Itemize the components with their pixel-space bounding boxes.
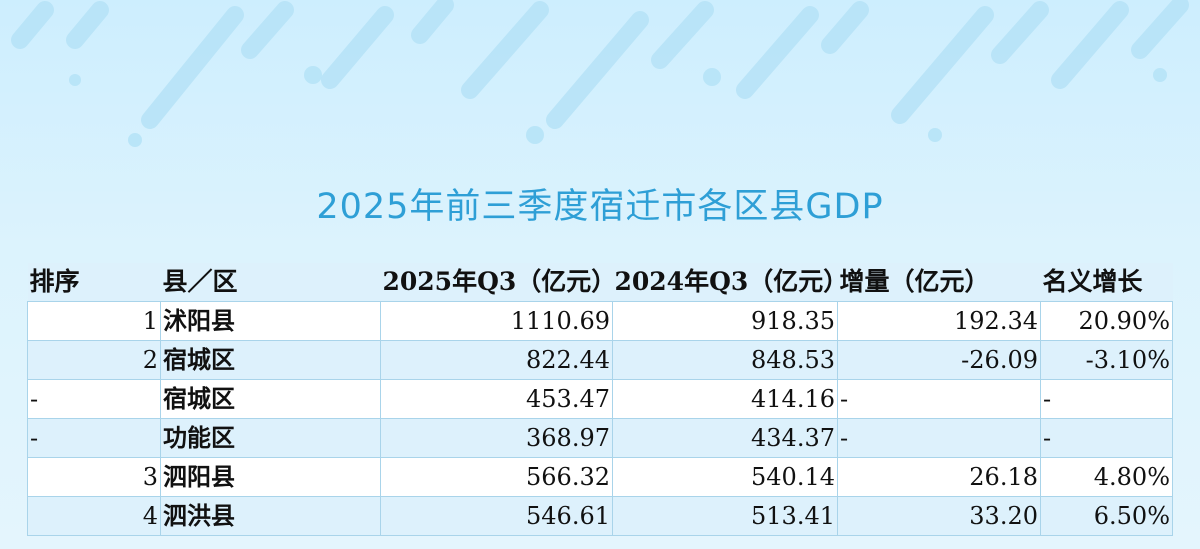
rank-cell: 4 bbox=[27, 496, 161, 536]
increase-cell: 26.18 bbox=[837, 457, 1041, 497]
gdp-2024-cell: 414.16 bbox=[612, 379, 838, 419]
table-row: - 宿城区 453.47 414.16 - - bbox=[27, 379, 1173, 419]
growth-cell: 4.80% bbox=[1040, 457, 1173, 497]
table-row: 1 沭阳县 1110.69 918.35 192.34 20.90% bbox=[27, 301, 1173, 341]
gdp-2024-cell: 540.14 bbox=[612, 457, 838, 497]
growth-cell: -3.10% bbox=[1040, 340, 1173, 380]
header-county: 县／区 bbox=[160, 263, 381, 302]
table-row: - 功能区 368.97 434.37 - - bbox=[27, 418, 1173, 458]
header-increase: 增量（亿元） bbox=[837, 263, 1041, 302]
increase-cell: -26.09 bbox=[837, 340, 1041, 380]
gdp-2024-cell: 918.35 bbox=[612, 301, 838, 341]
gdp-2025-cell: 566.32 bbox=[380, 457, 613, 497]
table-header-row: 排序 县／区 2025年Q3（亿元） 2024年Q3（亿元） 增量（亿元） 名义… bbox=[27, 263, 1173, 302]
gdp-2024-cell: 848.53 bbox=[612, 340, 838, 380]
county-cell: 功能区 bbox=[160, 418, 381, 458]
growth-cell: - bbox=[1040, 379, 1173, 419]
table-row: 2 宿城区 822.44 848.53 -26.09 -3.10% bbox=[27, 340, 1173, 380]
rank-cell: - bbox=[27, 418, 161, 458]
diagonal-stripes-decoration bbox=[11, 0, 1189, 147]
growth-cell: 6.50% bbox=[1040, 496, 1173, 536]
header-rank: 排序 bbox=[27, 263, 161, 302]
header-growth: 名义增长 bbox=[1040, 263, 1173, 302]
growth-cell: - bbox=[1040, 418, 1173, 458]
increase-cell: - bbox=[837, 418, 1041, 458]
gdp-2025-cell: 546.61 bbox=[380, 496, 613, 536]
gdp-2025-cell: 1110.69 bbox=[380, 301, 613, 341]
gdp-2024-cell: 513.41 bbox=[612, 496, 838, 536]
increase-cell: - bbox=[837, 379, 1041, 419]
rank-cell: 3 bbox=[27, 457, 161, 497]
county-cell: 泗阳县 bbox=[160, 457, 381, 497]
header-gdp-2025: 2025年Q3（亿元） bbox=[380, 263, 613, 302]
increase-cell: 192.34 bbox=[837, 301, 1041, 341]
increase-cell: 33.20 bbox=[837, 496, 1041, 536]
county-cell: 沭阳县 bbox=[160, 301, 381, 341]
gdp-2025-cell: 453.47 bbox=[380, 379, 613, 419]
county-cell: 泗洪县 bbox=[160, 496, 381, 536]
page-title: 2025年前三季度宿迁市各区县GDP bbox=[316, 187, 884, 227]
gdp-table-container: 排序 县／区 2025年Q3（亿元） 2024年Q3（亿元） 增量（亿元） 名义… bbox=[27, 263, 1200, 549]
gdp-2025-cell: 368.97 bbox=[380, 418, 613, 458]
rank-cell: 2 bbox=[27, 340, 161, 380]
table-row: 3 泗阳县 566.32 540.14 26.18 4.80% bbox=[27, 457, 1173, 497]
gdp-table: 排序 县／区 2025年Q3（亿元） 2024年Q3（亿元） 增量（亿元） 名义… bbox=[27, 263, 1173, 536]
table-row: 4 泗洪县 546.61 513.41 33.20 6.50% bbox=[27, 496, 1173, 536]
growth-cell: 20.90% bbox=[1040, 301, 1173, 341]
county-cell: 宿城区 bbox=[160, 379, 381, 419]
gdp-2025-cell: 822.44 bbox=[380, 340, 613, 380]
county-cell: 宿城区 bbox=[160, 340, 381, 380]
header-gdp-2024: 2024年Q3（亿元） bbox=[612, 263, 838, 302]
gdp-2024-cell: 434.37 bbox=[612, 418, 838, 458]
rank-cell: - bbox=[27, 379, 161, 419]
rank-cell: 1 bbox=[27, 301, 161, 341]
